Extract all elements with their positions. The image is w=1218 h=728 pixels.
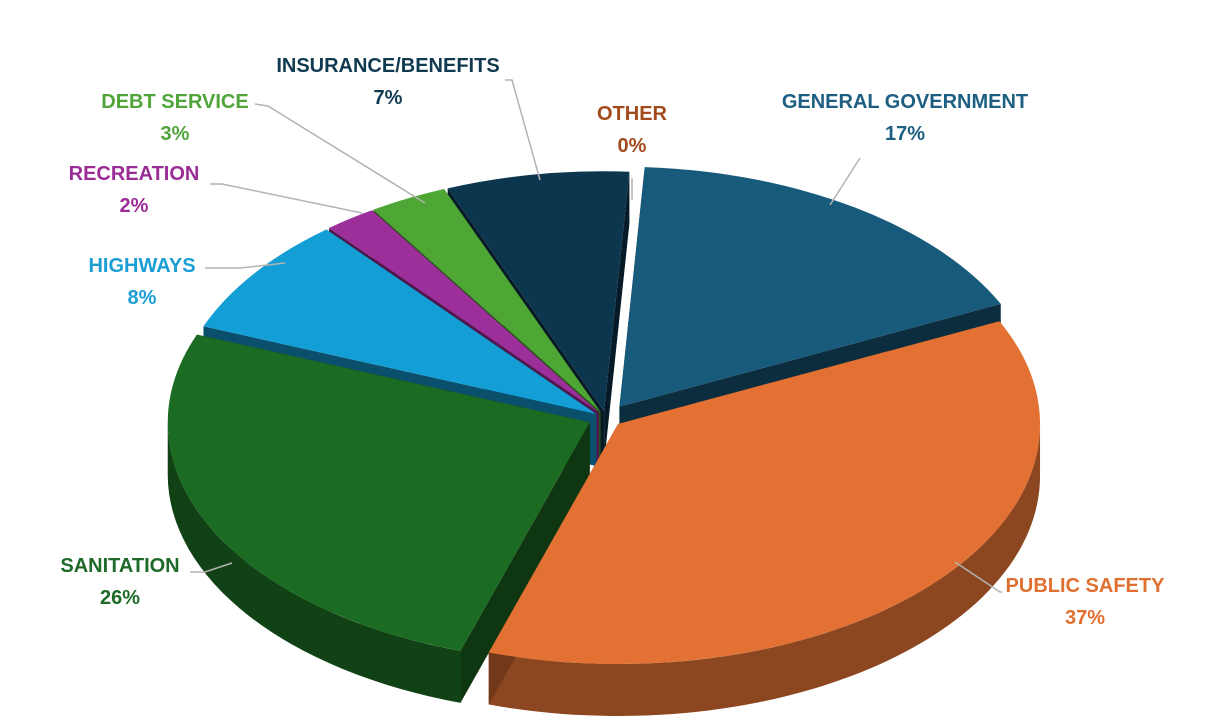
- slice-insurance-benefits: [447, 171, 630, 412]
- slice-highways: [203, 229, 597, 415]
- slice-label-recreation: RECREATION: [69, 163, 200, 185]
- slice-label-sanitation: SANITATION: [60, 555, 179, 577]
- slice-general-government: [619, 167, 1001, 407]
- leader-line-debt-service: [254, 103, 426, 204]
- leader-line-insurance-benefits: [505, 79, 541, 181]
- slice-label-debt-service: DEBT SERVICE: [101, 91, 248, 113]
- slice-label-public-safety: PUBLIC SAFETY: [1006, 575, 1166, 597]
- slice-wall: [604, 171, 630, 464]
- slice-side-sanitation: [167, 422, 461, 703]
- slice-value-general-government: 17%: [885, 123, 925, 145]
- slice-value-public-safety: 37%: [1065, 607, 1105, 629]
- slice-value-insurance-benefits: 7%: [374, 87, 403, 109]
- slice-side-public-safety: [488, 423, 1041, 716]
- leader-line-general-government: [829, 157, 861, 206]
- slice-labels: GENERAL GOVERNMENT 17% PUBLIC SAFETY 37% SAN…: [60, 55, 1165, 629]
- leader-line-recreation: [210, 183, 363, 214]
- slice-label-highways: HIGHWAYS: [88, 255, 195, 277]
- leader-lines: [190, 79, 1002, 593]
- slice-value-sanitation: 26%: [100, 587, 140, 609]
- slice-value-debt-service: 3%: [161, 123, 190, 145]
- slice-label-general-government: GENERAL GOVERNMENT: [782, 91, 1028, 113]
- slice-debt-service: [373, 189, 601, 412]
- slice-sanitation: [167, 334, 590, 651]
- slice-label-other: OTHER: [597, 103, 668, 125]
- slice-label-insurance-benefits: INSURANCE/BENEFITS: [276, 55, 499, 77]
- pie-slices: [167, 167, 1041, 664]
- leader-line-public-safety: [954, 561, 1002, 593]
- slice-value-recreation: 2%: [120, 195, 149, 217]
- slice-wall: [460, 422, 590, 703]
- slice-value-other: 0%: [618, 135, 647, 157]
- slice-recreation: [329, 210, 599, 413]
- leader-line-highways: [205, 262, 286, 269]
- leader-line-sanitation: [190, 562, 233, 573]
- slice-value-highways: 8%: [128, 287, 157, 309]
- slice-public-safety: [488, 321, 1041, 664]
